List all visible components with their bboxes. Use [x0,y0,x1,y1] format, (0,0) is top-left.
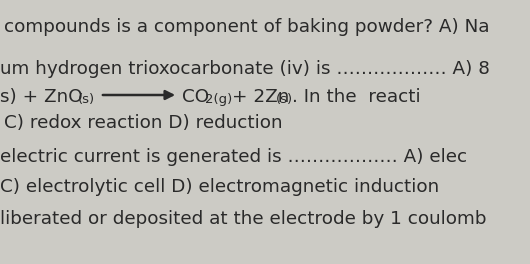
Text: liberated or deposited at the electrode by 1 coulomb: liberated or deposited at the electrode … [0,210,487,228]
Text: s) + ZnO: s) + ZnO [0,88,83,106]
Text: compounds is a component of baking powder? A) Na: compounds is a component of baking powde… [4,18,490,36]
Text: C) redox reaction D) reduction: C) redox reaction D) reduction [4,114,282,132]
Text: 2(g): 2(g) [205,93,232,106]
Text: CO: CO [182,88,209,106]
Text: (s): (s) [78,93,95,106]
Text: + 2Zn: + 2Zn [232,88,289,106]
Text: . In the  reacti: . In the reacti [292,88,421,106]
Text: (s): (s) [276,93,293,106]
Text: um hydrogen trioxocarbonate (iv) is ……………… A) 8: um hydrogen trioxocarbonate (iv) is …………… [0,60,490,78]
Text: C) electrolytic cell D) electromagnetic induction: C) electrolytic cell D) electromagnetic … [0,178,439,196]
Text: electric current is generated is ……………… A) elec: electric current is generated is ……………… … [0,148,467,166]
